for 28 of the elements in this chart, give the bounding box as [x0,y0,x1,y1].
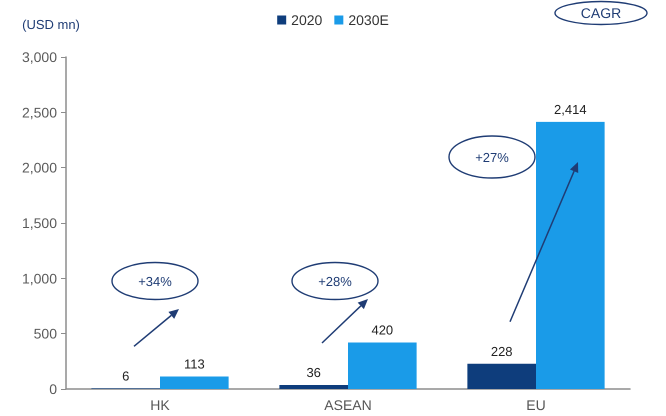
legend-label: 2030E [348,12,389,28]
bar [536,122,605,389]
y-tick-label: 500 [34,326,58,342]
data-label: 6 [122,368,130,384]
y-tick-label: 2,500 [22,104,58,120]
annotation: +28% [318,274,352,289]
y-tick-label: 3,000 [22,49,58,65]
x-tick-label: EU [526,397,546,413]
y-tick-label: 1,500 [22,215,58,231]
x-tick-label: ASEAN [324,397,372,413]
legend-label: 2020 [291,12,323,28]
annotation: +34% [138,274,172,289]
data-label: 2,414 [554,102,587,117]
y-tick-label: 1,000 [22,270,58,286]
bar [467,364,536,389]
x-tick-label: HK [150,397,170,413]
text: CAGR [580,5,622,21]
bar [160,376,229,389]
y-tick-label: 0 [49,381,58,397]
data-label: 113 [184,356,205,372]
data-label: 228 [490,344,513,359]
bar [279,385,348,389]
bar [348,342,417,389]
y-tick-label: 2,000 [22,160,58,176]
data-label: 420 [371,322,394,338]
data-label: 36 [306,365,321,380]
y-axis-title: (USD mn) [22,17,80,32]
annotation: +27% [475,150,510,165]
